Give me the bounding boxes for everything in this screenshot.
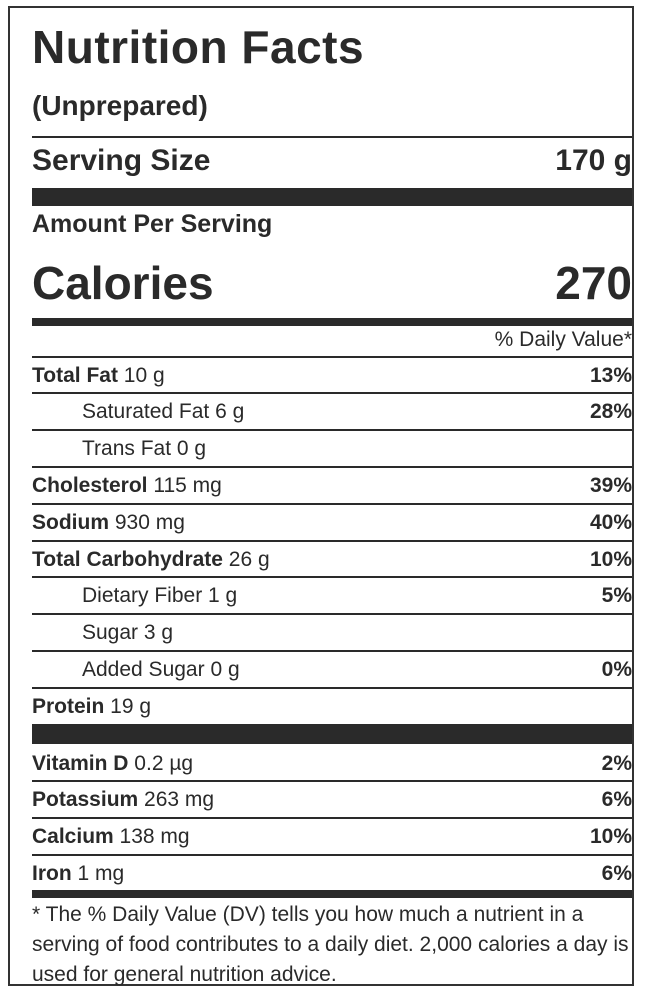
nutrient-name: Saturated Fat — [82, 400, 210, 423]
vitamin-name: Calcium — [32, 825, 114, 848]
nutrient-daily-value: 10% — [589, 548, 632, 571]
calories-row: Calories 270 — [32, 256, 632, 312]
thin-divider — [32, 356, 632, 358]
nutrient-row-saturated-fat: Saturated Fat 6 g 28% — [32, 394, 632, 430]
nutrient-amount: 10 g — [117, 364, 165, 387]
nutrient-name: Added Sugar — [82, 658, 205, 681]
thin-divider — [32, 466, 632, 468]
thin-divider — [32, 854, 632, 856]
nutrient-amount: 0 g — [204, 658, 240, 681]
vitamin-name: Iron — [32, 862, 72, 885]
vitamin-row-potassium: Potassium 263 mg 6% — [32, 782, 632, 818]
nutrition-facts-label: Nutrition Facts (Unprepared) Serving Siz… — [8, 6, 634, 986]
vitamin-amount: 1 mg — [71, 862, 125, 885]
nutrient-daily-value: 5% — [601, 584, 632, 607]
nutrient-row-sugar: Sugar 3 g — [32, 615, 632, 651]
vitamin-daily-value: 6% — [601, 862, 632, 885]
vitamin-amount: 263 mg — [138, 788, 215, 811]
nutrient-amount: 6 g — [209, 400, 245, 423]
thin-divider — [32, 687, 632, 689]
nutrient-row-cholesterol: Cholesterol 115 mg 39% — [32, 468, 632, 504]
nutrient-row-trans-fat: Trans Fat 0 g — [32, 431, 632, 467]
vitamin-name: Potassium — [32, 788, 139, 811]
nutrient-amount: 0 g — [171, 437, 207, 460]
vitamin-row-vitamin-d: Vitamin D 0.2 µg 2% — [32, 746, 632, 782]
serving-size-label: Serving Size — [32, 144, 211, 177]
nutrient-daily-value: 28% — [589, 400, 632, 423]
thin-divider — [32, 429, 632, 431]
nutrient-row-total-carbohydrate: Total Carbohydrate 26 g 10% — [32, 542, 632, 578]
thin-divider — [32, 613, 632, 615]
serving-size-row: Serving Size 170 g — [32, 144, 632, 184]
thin-divider — [32, 817, 632, 819]
nutrient-name: Trans Fat — [82, 437, 172, 460]
nutrient-name: Sodium — [32, 511, 109, 534]
thin-divider — [32, 576, 632, 578]
daily-value-footnote: * The % Daily Value (DV) tells you how m… — [32, 903, 629, 986]
thin-divider — [32, 540, 632, 542]
nutrient-amount: 1 g — [202, 584, 238, 607]
nutrient-row-sodium: Sodium 930 mg 40% — [32, 505, 632, 541]
nutrient-amount: 3 g — [138, 621, 174, 644]
nutrient-name: Cholesterol — [32, 474, 148, 497]
nutrient-amount: 930 mg — [109, 511, 185, 534]
medium-divider — [32, 890, 632, 898]
medium-divider — [32, 318, 632, 326]
thin-divider — [32, 780, 632, 782]
vitamin-daily-value: 6% — [601, 788, 632, 811]
nutrient-name: Dietary Fiber — [82, 584, 203, 607]
nutrient-name: Total Fat — [32, 364, 118, 387]
nutrient-daily-value: 40% — [589, 511, 632, 534]
nutrient-row-total-fat: Total Fat 10 g 13% — [32, 358, 632, 394]
vitamin-row-iron: Iron 1 mg 6% — [32, 856, 632, 892]
thin-divider — [32, 392, 632, 394]
serving-size-value: 170 g — [555, 144, 632, 177]
vitamin-row-calcium: Calcium 138 mg 10% — [32, 819, 632, 855]
calories-label: Calories — [32, 257, 214, 309]
calories-value: 270 — [555, 257, 632, 309]
thin-divider — [32, 503, 632, 505]
nutrient-daily-value: 13% — [589, 364, 632, 387]
vitamin-amount: 138 mg — [113, 825, 190, 848]
nutrient-row-dietary-fiber: Dietary Fiber 1 g 5% — [32, 578, 632, 614]
nutrient-row-protein: Protein 19 g — [32, 689, 632, 725]
label-title: Nutrition Facts — [32, 21, 365, 73]
thin-divider — [32, 136, 632, 138]
nutrient-daily-value: 39% — [589, 474, 632, 497]
nutrient-name: Protein — [32, 695, 105, 718]
daily-value-header: % Daily Value* — [494, 328, 632, 351]
nutrient-row-added-sugar: Added Sugar 0 g 0% — [32, 652, 632, 688]
label-subtitle: (Unprepared) — [32, 90, 208, 121]
nutrient-amount: 26 g — [222, 548, 270, 571]
vitamin-name: Vitamin D — [32, 752, 129, 775]
thick-divider — [32, 188, 632, 206]
vitamin-amount: 0.2 µg — [128, 752, 194, 775]
thick-divider — [32, 724, 632, 744]
nutrient-amount: 115 mg — [147, 474, 222, 497]
vitamin-daily-value: 10% — [589, 825, 632, 848]
nutrient-name: Sugar — [82, 621, 139, 644]
nutrient-amount: 19 g — [104, 695, 152, 718]
thin-divider — [32, 650, 632, 652]
nutrient-name: Total Carbohydrate — [32, 548, 223, 571]
nutrient-daily-value: 0% — [601, 658, 632, 681]
amount-per-serving: Amount Per Serving — [32, 210, 273, 238]
vitamin-daily-value: 2% — [601, 752, 632, 775]
